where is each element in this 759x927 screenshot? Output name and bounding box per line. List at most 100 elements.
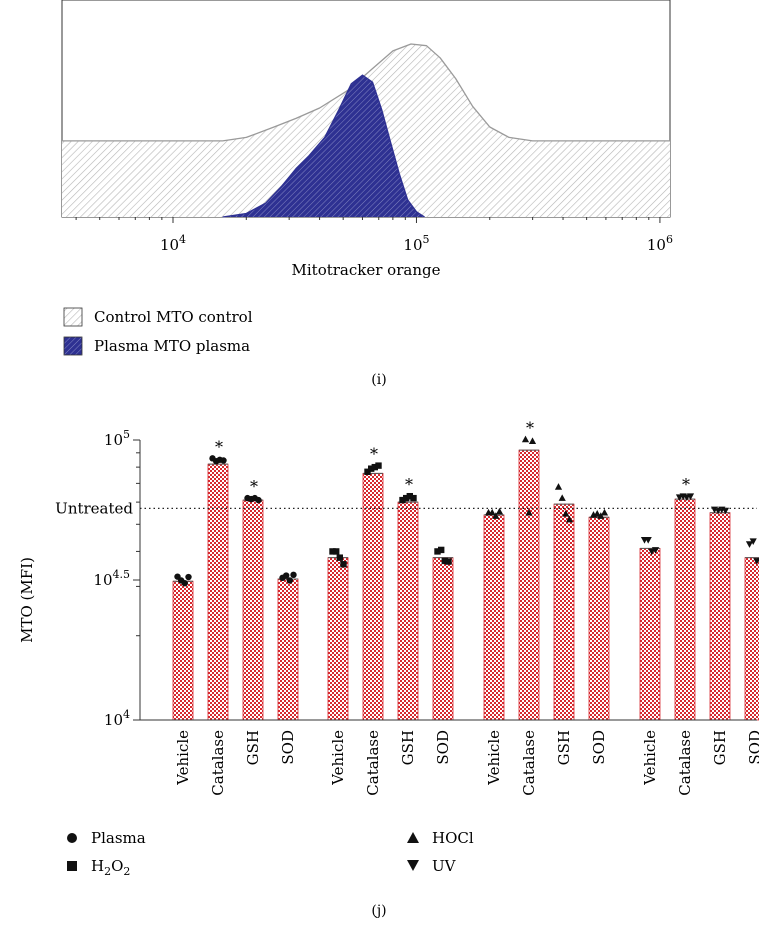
x-category-label: Vehicle [641, 730, 659, 786]
histogram-series [62, 43, 670, 218]
legend-label: UV [432, 857, 457, 875]
bar [709, 512, 731, 721]
data-point-triangle-up [492, 512, 500, 519]
data-point-square [333, 548, 340, 555]
bar-group-plasma: ** [172, 437, 299, 721]
data-point-triangle-down [756, 558, 759, 562]
data-point-triangle-up [495, 507, 504, 515]
data-point-circle [181, 580, 188, 587]
significance-star: * [370, 445, 378, 464]
legend-swatch [63, 336, 83, 356]
bar [639, 548, 661, 721]
data-point-square [434, 548, 441, 555]
y-tick-label: 105 [104, 428, 130, 449]
untreated-reference: Untreated [55, 499, 757, 517]
x-tick-label: 105 [403, 233, 429, 254]
data-point-triangle-down [749, 538, 757, 546]
legend-label: Plasma MTO plasma [94, 337, 250, 355]
bar-y-axis: 104 104.5 105 [93, 428, 141, 729]
x-tick-label: 106 [647, 233, 673, 254]
data-point-triangle-up [488, 508, 496, 516]
bar-groups: ****** [172, 418, 759, 721]
data-point-circle [255, 496, 262, 504]
y-tick-label: 104.5 [93, 568, 130, 589]
bar-legend: Plasma H2O2 HOCl UV [67, 829, 474, 878]
bar-group-hocl: * [483, 418, 610, 721]
data-point-square [410, 494, 417, 502]
bar [207, 463, 229, 721]
significance-star: * [215, 437, 223, 456]
histogram-x-axis-label: Mitotracker orange [292, 261, 441, 279]
x-category-label: SOD [746, 730, 759, 765]
x-category-label: SOD [434, 730, 452, 765]
legend-marker-square [67, 861, 77, 871]
data-point-triangle-down [651, 547, 660, 554]
data-point-triangle-down [753, 558, 759, 565]
legend-label: H2O2 [91, 857, 130, 878]
data-point-circle [220, 457, 227, 464]
legend-marker-triangle-up [407, 832, 419, 843]
data-point-circle [286, 577, 293, 584]
x-category-label: Vehicle [485, 730, 503, 786]
bar [397, 501, 419, 721]
bar-group-uv: * [639, 475, 759, 721]
data-point-square [364, 468, 371, 475]
x-category-label: GSH [711, 730, 729, 765]
data-point-triangle-up [562, 510, 570, 517]
significance-star: * [250, 477, 258, 496]
bar [518, 449, 540, 721]
histogram-legend: Control MTO control Plasma MTO plasma [63, 307, 253, 356]
data-point-triangle-down [745, 541, 754, 548]
bar [277, 578, 299, 721]
x-category-label: SOD [279, 730, 297, 765]
data-point-circle [290, 571, 297, 579]
bar [242, 499, 264, 721]
data-point-square [336, 554, 343, 561]
data-point-triangle-down [721, 507, 730, 515]
data-point-triangle-up [565, 515, 574, 523]
bar [362, 472, 384, 721]
bar [172, 580, 194, 721]
bar-x-axis: Vehicle Catalase GSH SOD Vehicle Catalase GSH S… [140, 719, 759, 796]
bar [588, 516, 610, 721]
data-point-triangle-up [521, 435, 530, 443]
control-histogram-line [62, 43, 670, 142]
panel-label-i: (i) [371, 372, 386, 388]
data-point-square [340, 561, 347, 568]
x-category-label: GSH [399, 730, 417, 765]
untreated-label: Untreated [55, 499, 133, 517]
bar-y-axis-label: MTO (MFI) [18, 557, 36, 643]
data-point-square [375, 462, 382, 469]
data-point-triangle-up [554, 483, 563, 490]
legend-marker-triangle-down [407, 860, 419, 871]
bar [483, 514, 505, 721]
y-tick-label: 104 [104, 708, 130, 729]
data-point-triangle-up [593, 510, 601, 517]
legend-label: Plasma [91, 829, 146, 847]
data-point-square [438, 546, 445, 554]
data-point-circle [185, 573, 192, 581]
x-category-label: Catalase [520, 730, 538, 796]
plasma-histogram-line [222, 74, 425, 218]
data-point-square [403, 494, 410, 502]
x-category-label: Catalase [676, 730, 694, 796]
data-point-square [329, 548, 336, 555]
legend-label: Control MTO control [94, 308, 253, 326]
data-point-square [371, 463, 378, 471]
data-point-square [368, 465, 375, 472]
x-category-label: GSH [244, 730, 262, 765]
data-point-triangle-down [686, 493, 695, 500]
data-point-square [399, 496, 406, 504]
panel-label-j: (j) [371, 903, 386, 919]
data-point-triangle-up [525, 508, 533, 516]
bar [553, 503, 575, 721]
plasma-histogram-fill [222, 75, 425, 217]
legend-marker-circle [67, 833, 77, 843]
data-point-triangle-up [597, 512, 605, 519]
x-category-label: SOD [590, 730, 608, 765]
legend-label: HOCl [432, 829, 474, 847]
significance-star: * [405, 475, 413, 494]
x-category-label: Catalase [209, 730, 227, 796]
